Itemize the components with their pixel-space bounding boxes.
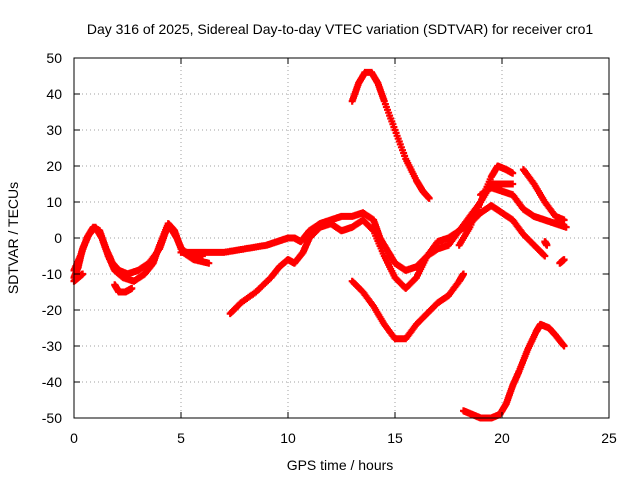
data-point-markers	[460, 320, 568, 422]
data-point-markers	[348, 270, 467, 343]
chart-title: Day 316 of 2025, Sidereal Day-to-day VTE…	[87, 21, 593, 37]
x-tick-label: 0	[70, 430, 78, 446]
ticks: 0 5 10 15 20 25 -50 -40 -30 -20 -10 0 10 20 30 40 50	[42, 50, 617, 446]
series-track-9	[455, 162, 517, 249]
y-axis-label: SDTVAR / TECUs	[5, 182, 21, 294]
y-tick-label: 20	[46, 158, 62, 174]
series-track-10	[477, 184, 570, 231]
data-point-markers	[519, 166, 568, 224]
series-track-13	[541, 238, 551, 249]
y-tick-label: -50	[42, 410, 62, 426]
series-track-3	[111, 281, 136, 296]
data-point-markers	[477, 184, 570, 231]
y-tick-label: 10	[46, 194, 62, 210]
x-axis-label: GPS time / hours	[287, 457, 394, 473]
data-point-markers	[455, 162, 517, 249]
series-track-14	[556, 256, 568, 267]
data-point-markers	[556, 256, 568, 267]
y-tick-label: 40	[46, 86, 62, 102]
data-point-markers	[226, 202, 549, 318]
y-tick-label: -10	[42, 266, 62, 282]
series-track-11	[519, 166, 568, 224]
x-tick-label: 10	[280, 430, 296, 446]
x-tick-label: 5	[177, 430, 185, 446]
series-track-6	[226, 202, 549, 318]
data-point-markers	[541, 238, 551, 249]
x-tick-label: 25	[601, 430, 617, 446]
series-track-12	[460, 320, 568, 422]
data-point-markers	[348, 68, 433, 202]
grid	[74, 58, 609, 418]
x-tick-label: 20	[494, 430, 510, 446]
y-tick-label: -20	[42, 302, 62, 318]
data-layer	[70, 68, 570, 422]
y-tick-label: 0	[54, 230, 62, 246]
data-point-markers	[111, 281, 136, 296]
x-tick-label: 15	[387, 430, 403, 446]
series-track-7	[348, 68, 433, 202]
y-tick-label: 50	[46, 50, 62, 66]
y-tick-label: -30	[42, 338, 62, 354]
series-track-8	[348, 270, 467, 343]
y-tick-label: -40	[42, 374, 62, 390]
y-tick-label: 30	[46, 122, 62, 138]
